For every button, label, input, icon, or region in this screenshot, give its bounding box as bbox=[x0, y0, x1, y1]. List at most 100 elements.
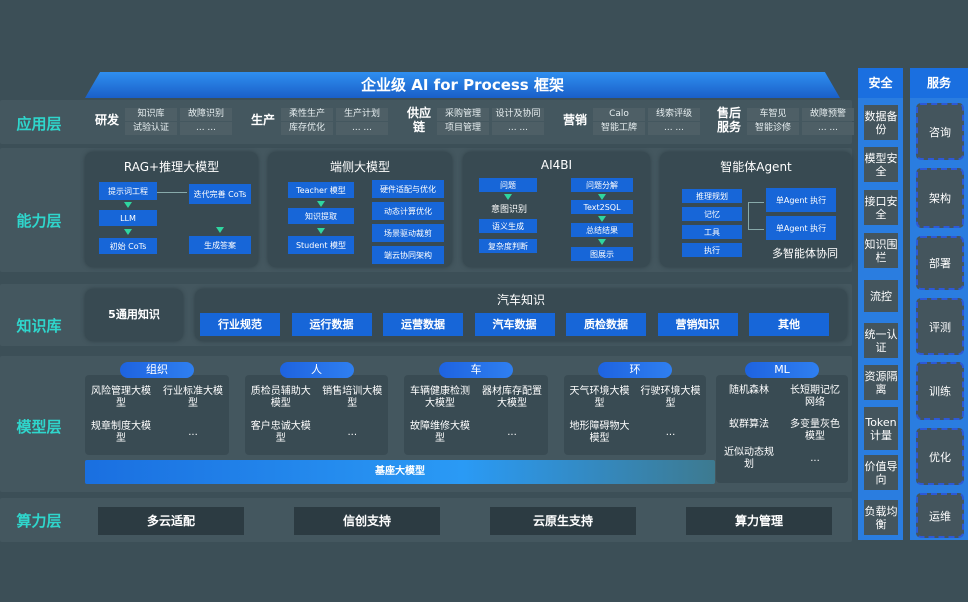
knowledge-item[interactable]: 行业规范 bbox=[200, 313, 280, 336]
layer-label-ability: 能力层 bbox=[16, 212, 62, 230]
knowledge-item[interactable]: 运营数据 bbox=[383, 313, 463, 336]
model-item: 客户忠诚大模型 bbox=[250, 421, 311, 444]
security-item[interactable]: 资源隔离 bbox=[864, 365, 898, 400]
knowledge-item[interactable]: 质检数据 bbox=[566, 313, 646, 336]
flow-node: 动态计算优化 bbox=[372, 202, 444, 220]
model-item: ... bbox=[665, 427, 676, 438]
model-group: 天气环境大模型 行驶环境大模型 地形障碍物大模型... bbox=[564, 375, 706, 455]
security-item[interactable]: 数据备份 bbox=[864, 105, 898, 140]
layer-label-compute: 算力层 bbox=[16, 512, 62, 530]
model-group: 风险管理大模型 行业标准大模型 规章制度大模型... bbox=[85, 375, 229, 455]
connector-line bbox=[157, 192, 187, 246]
app-item[interactable]: ... ... bbox=[180, 122, 232, 135]
app-item[interactable]: ... ... bbox=[336, 122, 388, 135]
app-item[interactable]: 库存优化 bbox=[281, 122, 333, 135]
knowledge-item[interactable]: 运行数据 bbox=[291, 313, 372, 336]
app-item[interactable]: 生产计划 bbox=[336, 108, 388, 121]
knowledge-item[interactable]: 汽车数据 bbox=[474, 313, 555, 336]
knowledge-item[interactable]: 营销知识 bbox=[657, 313, 738, 336]
model-item: 随机森林 bbox=[729, 385, 769, 396]
app-item[interactable]: 项目管理 bbox=[437, 122, 489, 135]
flow-node: 迭代完善 CoTs bbox=[189, 184, 251, 204]
app-item[interactable]: 智能工牌 bbox=[593, 122, 645, 135]
connector-line bbox=[748, 202, 764, 230]
flow-node: 问题 bbox=[479, 178, 537, 192]
model-item: ... bbox=[347, 427, 358, 438]
app-item[interactable]: ... ... bbox=[802, 122, 854, 135]
flow-node: 图展示 bbox=[571, 247, 633, 261]
panel-title: 智能体Agent bbox=[720, 160, 792, 174]
layer-label-model: 模型层 bbox=[16, 418, 62, 436]
flow-node: Student 模型 bbox=[288, 236, 354, 254]
service-item[interactable]: 评测 bbox=[916, 298, 964, 355]
model-item: 长短期记忆网络 bbox=[790, 385, 840, 408]
app-item[interactable]: 采购管理 bbox=[437, 108, 489, 121]
layer-label-app: 应用层 bbox=[16, 115, 62, 133]
security-item[interactable]: 接口安全 bbox=[864, 190, 898, 225]
flow-node: LLM bbox=[99, 210, 157, 226]
model-pill: 组织 bbox=[120, 362, 194, 378]
model-item: 蚁群算法 bbox=[729, 419, 769, 430]
title-banner: 企业级 AI for Process 框架 bbox=[85, 72, 840, 98]
arrow-icon bbox=[317, 201, 325, 207]
flow-node: 记忆 bbox=[682, 207, 742, 221]
security-item[interactable]: Token计量 bbox=[864, 407, 898, 450]
flow-node: 复杂度判断 bbox=[479, 239, 537, 253]
app-item[interactable]: 故障识别 bbox=[180, 108, 232, 121]
service-item[interactable]: 部署 bbox=[916, 236, 964, 290]
layer-label-knowledge: 知识库 bbox=[16, 317, 62, 335]
app-item[interactable]: 故障预警 bbox=[802, 108, 854, 121]
service-item[interactable]: 架构 bbox=[916, 168, 964, 228]
service-item[interactable]: 咨询 bbox=[916, 103, 964, 160]
model-item: 故障维修大模型 bbox=[410, 421, 470, 444]
app-item[interactable]: 柔性生产 bbox=[281, 108, 333, 121]
security-item[interactable]: 负载均衡 bbox=[864, 500, 898, 535]
app-item[interactable]: 知识库 bbox=[125, 108, 177, 121]
panel-bi: AI4BI 问题 意图识别 语义生成 复杂度判断 问题分解 Text2SQL 总结结果 图展示 bbox=[463, 152, 650, 267]
flow-node: 执行 bbox=[682, 243, 742, 257]
compute-item: 算力管理 bbox=[686, 507, 832, 535]
app-item[interactable]: 线索评级 bbox=[648, 108, 700, 121]
security-title: 安全 bbox=[858, 68, 903, 98]
model-item: 器材库存配置大模型 bbox=[482, 386, 542, 409]
flow-node: 工具 bbox=[682, 225, 742, 239]
model-item: 地形障碍物大模型 bbox=[569, 421, 630, 444]
flow-node: 单Agent 执行 bbox=[766, 216, 836, 240]
service-item[interactable]: 训练 bbox=[916, 362, 964, 420]
panel-edge: 端侧大模型 Teacher 模型 知识提取 Student 模型 硬件适配与优化 动态计算… bbox=[268, 152, 452, 267]
app-item[interactable]: 车智见 bbox=[747, 108, 799, 121]
arrow-icon bbox=[598, 239, 606, 245]
model-group: 车辆健康检测大模型 器材库存配置大模型 故障维修大模型... bbox=[404, 375, 548, 455]
service-item[interactable]: 运维 bbox=[916, 493, 964, 538]
service-item[interactable]: 优化 bbox=[916, 428, 964, 485]
app-item[interactable]: 设计及协同 bbox=[492, 108, 544, 121]
model-item: 行业标准大模型 bbox=[163, 386, 223, 409]
knowledge-item[interactable]: 其他 bbox=[749, 313, 829, 336]
panel-title: 端侧大模型 bbox=[329, 160, 390, 174]
flow-node: 场景驱动裁剪 bbox=[372, 224, 444, 242]
app-item[interactable]: 智能诊修 bbox=[747, 122, 799, 135]
panel-rag: RAG+推理大模型 提示词工程 LLM 初始 CoTs 迭代完善 CoTs 生成答案 bbox=[85, 152, 258, 267]
flow-node: 初始 CoTs bbox=[99, 238, 157, 254]
app-item[interactable]: ... ... bbox=[648, 122, 700, 135]
model-item: 风险管理大模型 bbox=[91, 386, 151, 409]
security-item[interactable]: 统一认证 bbox=[864, 323, 898, 358]
flow-node: 端云协同架构 bbox=[372, 246, 444, 264]
arrow-icon bbox=[598, 194, 606, 200]
arrow-icon bbox=[216, 227, 224, 233]
app-item[interactable]: 试验认证 bbox=[125, 122, 177, 135]
app-item[interactable]: ... ... bbox=[492, 122, 544, 135]
security-item[interactable]: 知识围栏 bbox=[864, 233, 898, 268]
app-item[interactable]: Calo bbox=[593, 108, 645, 121]
security-item[interactable]: 流控 bbox=[864, 280, 898, 312]
flow-node: Teacher 模型 bbox=[288, 182, 354, 198]
flow-node: Text2SQL bbox=[571, 200, 633, 214]
flow-node: 总结结果 bbox=[571, 223, 633, 237]
flow-node: 单Agent 执行 bbox=[766, 188, 836, 212]
model-group: 随机森林 长短期记忆网络 蚁群算法 多变量灰色模型 近似动态规划... bbox=[716, 375, 848, 483]
app-category: 研发 bbox=[94, 113, 119, 127]
security-item[interactable]: 价值导向 bbox=[864, 455, 898, 490]
flow-node: 硬件适配与优化 bbox=[372, 180, 444, 198]
model-pill: ML bbox=[745, 362, 819, 378]
security-item[interactable]: 模型安全 bbox=[864, 147, 898, 182]
